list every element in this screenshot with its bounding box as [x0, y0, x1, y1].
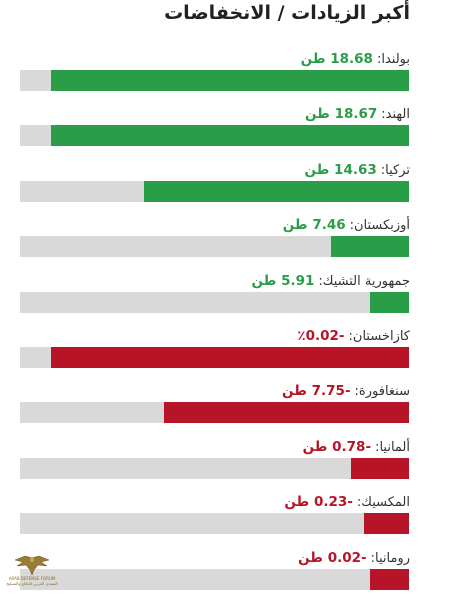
bar-fill [144, 180, 409, 202]
country-name: جمهورية التشيك: [318, 273, 410, 289]
bar-track [20, 125, 409, 147]
change-row: كازاخستان:-0.02٪ [0, 327, 465, 372]
bar-fill [51, 125, 409, 147]
eagle-logo-icon [14, 555, 50, 576]
row-label: تركيا:14.63 طن [304, 161, 410, 180]
bar-track [20, 347, 409, 368]
row-label: ألمانيا:-0.78 طن [303, 438, 410, 457]
bar-track [20, 402, 409, 424]
country-name: الهند: [381, 107, 410, 123]
change-row: أوزبكستان:7.46 طن [0, 216, 465, 261]
country-name: بولندا: [376, 52, 410, 67]
country-name: ألمانيا: [375, 439, 410, 455]
bar-track [20, 70, 409, 91]
watermark-line2: المنتدى العربي للدفاع والتسليح [6, 581, 58, 586]
change-value: -0.02٪ [297, 328, 345, 344]
country-name: المكسيك: [356, 495, 410, 511]
bar-track [20, 180, 409, 202]
change-value: -7.75 طن [282, 383, 351, 400]
row-label: الهند:18.67 طن [305, 105, 410, 124]
watermark-line1: ARAB DEFENSE FORUM [8, 576, 56, 581]
bar-track [20, 236, 409, 258]
bar-fill [364, 513, 409, 535]
change-value: 7.46 طن [282, 217, 346, 234]
bar-fill [370, 568, 409, 590]
bar-fill [350, 457, 409, 479]
bar-fill [370, 291, 409, 313]
change-row: الهند:18.67 طن [0, 105, 465, 150]
bar-track [20, 457, 409, 479]
change-value: 14.63 طن [304, 161, 377, 178]
row-label: أوزبكستان:7.46 طن [283, 216, 410, 235]
change-value: 5.91 طن [251, 272, 315, 289]
country-name: تركيا: [380, 162, 410, 178]
change-value: -0.23 طن [284, 494, 353, 511]
row-label: جمهورية التشيك:5.91 طن [252, 272, 411, 291]
change-row: بولندا:18.68 طن [0, 50, 465, 95]
change-row: المكسيك:-0.23 طن [0, 493, 465, 538]
country-name: أوزبكستان: [349, 218, 410, 234]
change-row: ألمانيا:-0.78 طن [0, 438, 465, 483]
row-label: سنغافورة:-7.75 طن [282, 382, 410, 401]
bar-fill [163, 402, 409, 424]
change-value: 18.68 طن [300, 51, 373, 67]
change-row: سنغافورة:-7.75 طن [0, 382, 465, 427]
country-name: كازاخستان: [348, 329, 410, 344]
change-row: جمهورية التشيك:5.91 طن [0, 272, 465, 317]
bar-track [20, 568, 409, 590]
row-label: رومانيا:-0.02 طن [298, 549, 410, 568]
bar-track [20, 513, 409, 535]
bar-fill [331, 236, 409, 258]
change-row: تركيا:14.63 طن [0, 161, 465, 206]
watermark: ARAB DEFENSE FORUM المنتدى العربي للدفاع… [2, 554, 62, 588]
change-value: -0.78 طن [302, 438, 372, 455]
bar-track [20, 291, 409, 313]
page-title: أكبر الزيادات / الانخفاضات [164, 2, 410, 24]
bar-fill [51, 70, 409, 91]
change-row: رومانيا:-0.02 طن [0, 549, 465, 594]
country-name: سنغافورة: [354, 384, 410, 400]
row-label: المكسيك:-0.23 طن [284, 493, 410, 512]
country-name: رومانيا: [370, 550, 410, 566]
change-value: -0.02 طن [298, 549, 367, 566]
change-value: 18.67 طن [305, 106, 378, 123]
row-label: بولندا:18.68 طن [301, 50, 410, 69]
bar-fill [51, 347, 409, 368]
row-label: كازاخستان:-0.02٪ [297, 327, 410, 346]
